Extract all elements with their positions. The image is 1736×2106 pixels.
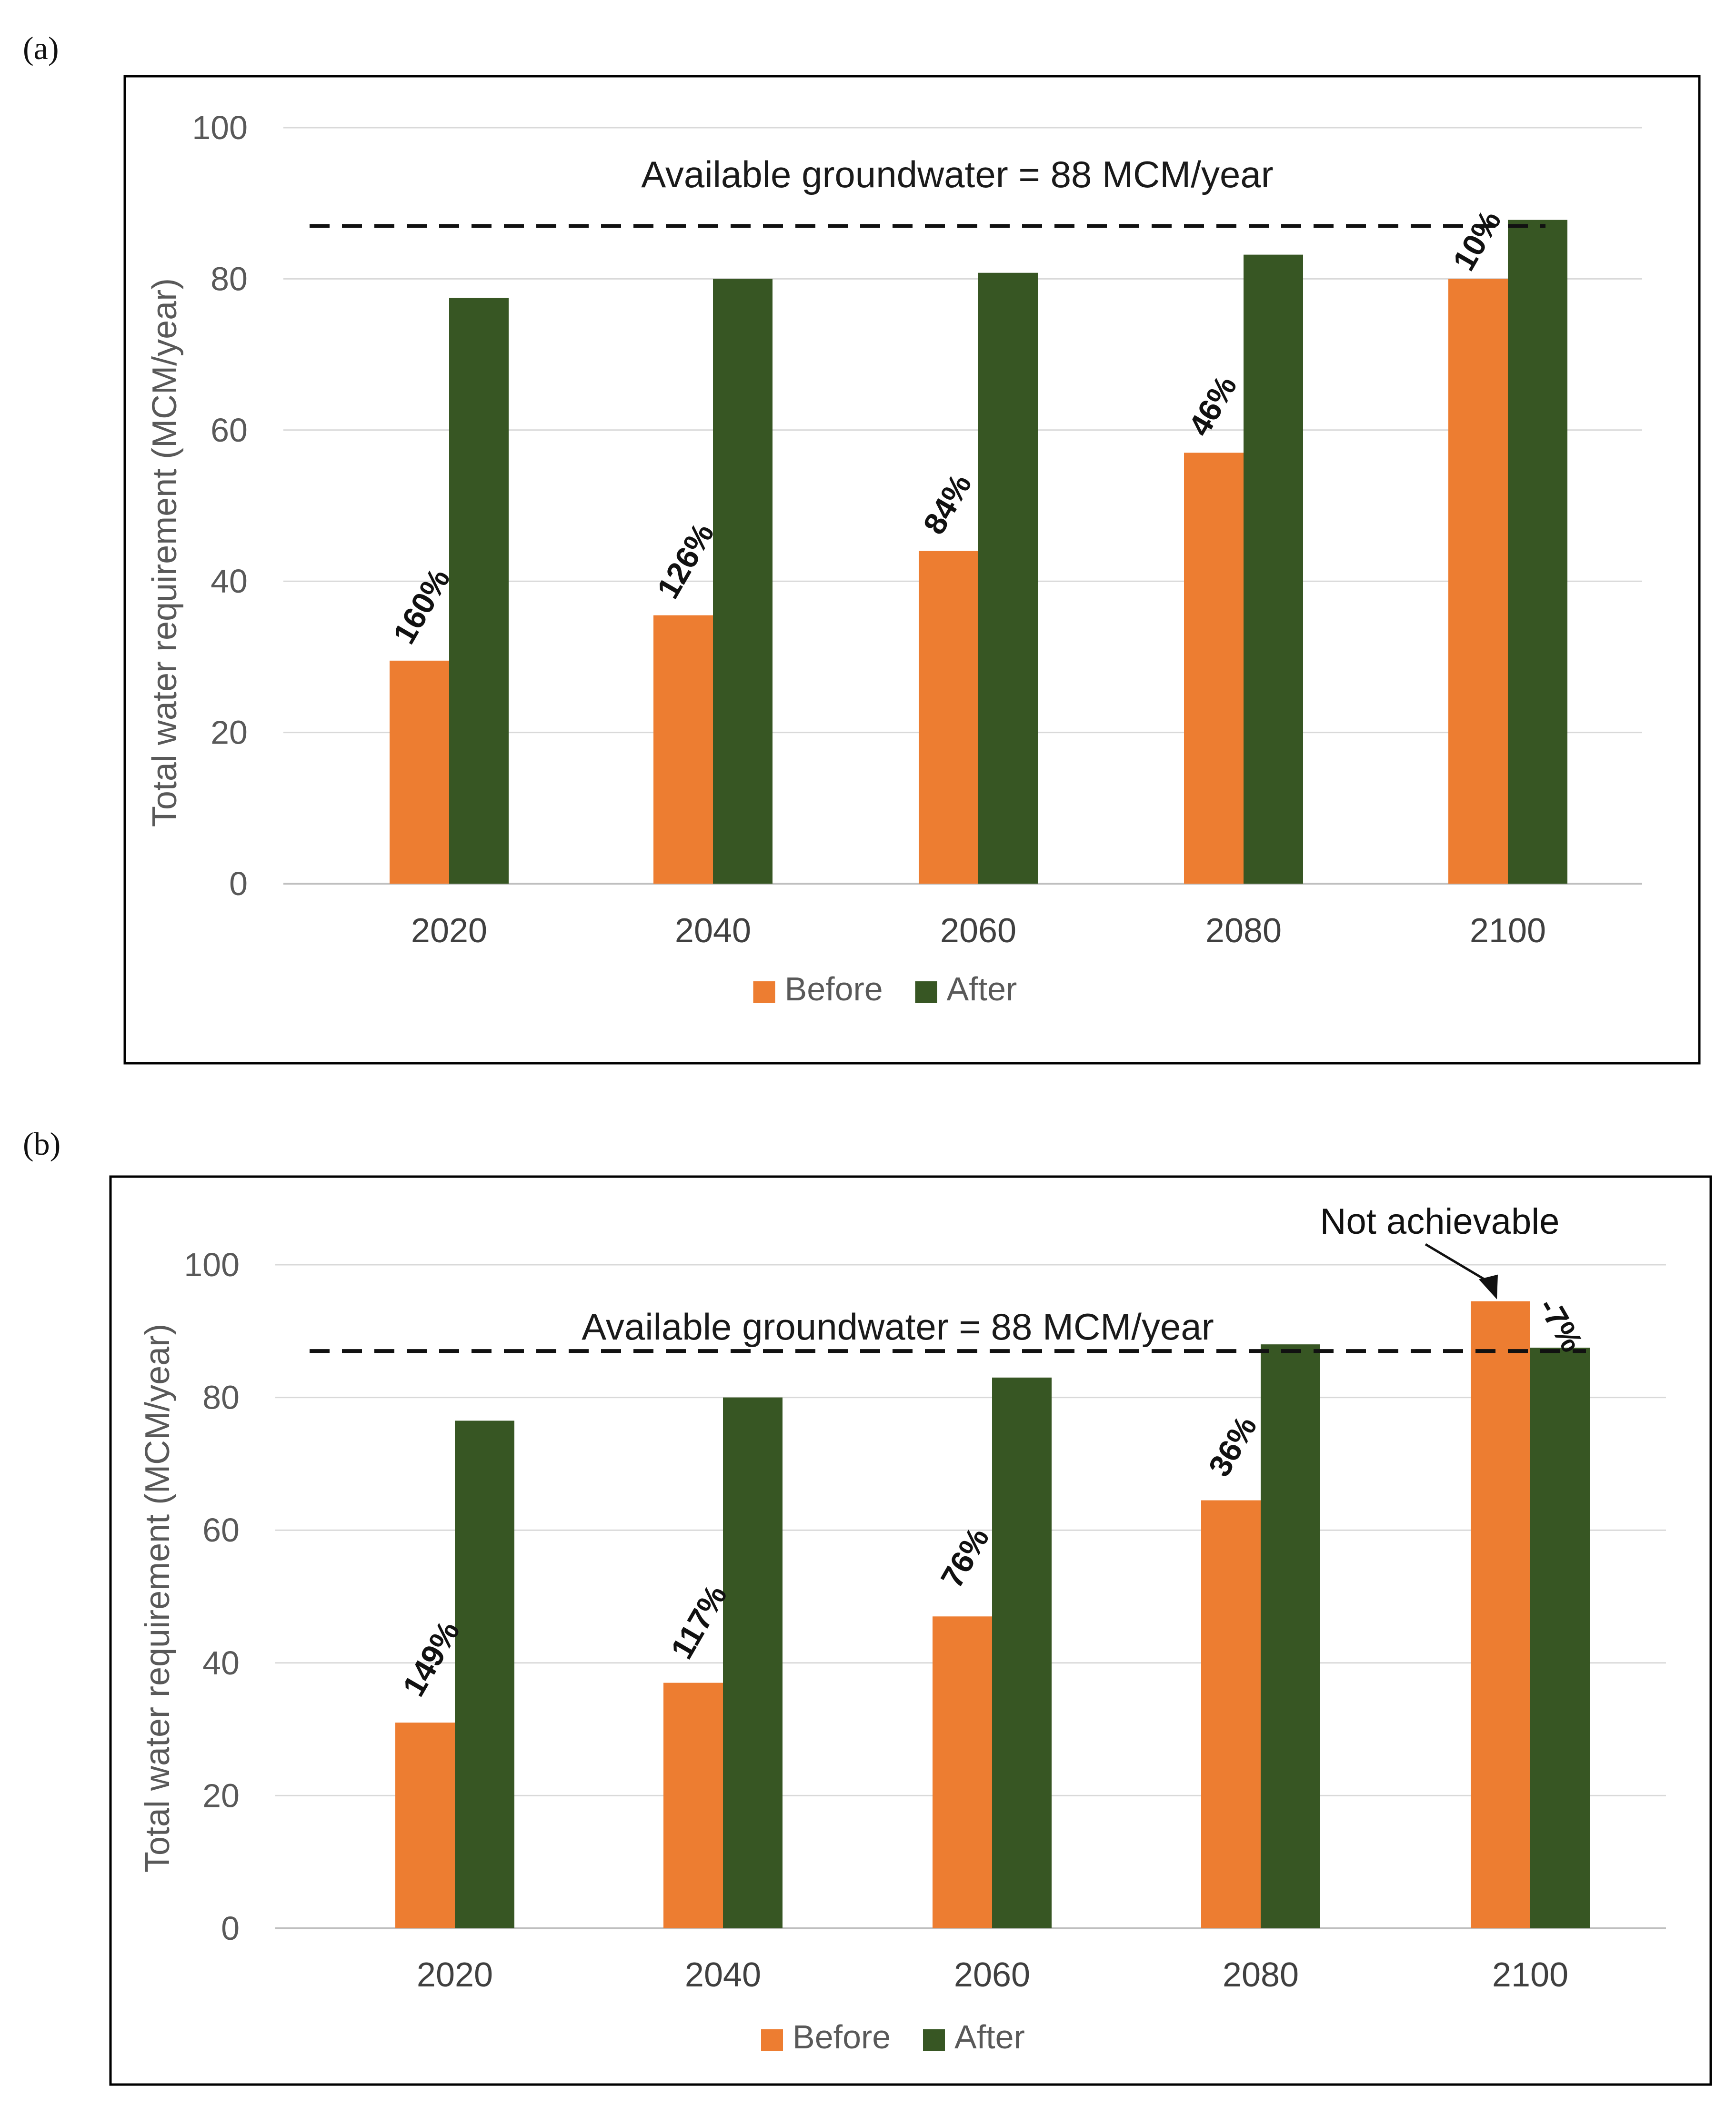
p1-legend-swatch-before [761,2029,783,2051]
p1-y-tick-label: 100 [184,1246,240,1283]
p1-available-groundwater-label: Available groundwater = 88 MCM/year [582,1306,1214,1348]
p1-x-tick-label: 2100 [1492,1956,1568,1994]
p1-legend-label-after: After [954,2018,1025,2056]
p1-bar-after-2040 [723,1397,783,1928]
p0-y-tick-label: 80 [211,260,248,297]
p0-bar-before-2100 [1448,279,1508,884]
p0-bar-before-2060 [919,551,978,884]
p1-annotation-arrow-head [1479,1274,1498,1300]
p1-y-tick-label: 0 [221,1910,240,1947]
p0-bar-after-2080 [1244,254,1303,884]
p1-x-tick-label: 2040 [685,1956,761,1994]
p0-legend-swatch-before [753,981,775,1003]
p0-y-tick-label: 0 [229,865,248,902]
p0-bar-after-2040 [713,279,773,884]
p0-bar-before-2040 [653,615,713,884]
p1-y-tick-label: 60 [202,1511,240,1549]
panel-a-label: (a) [23,30,59,66]
p0-x-tick-label: 2100 [1470,912,1546,950]
p1-not-achievable-label: Not achievable [1320,1201,1560,1242]
p0-y-tick-label: 40 [211,563,248,600]
p1-bar-after-2060 [992,1377,1052,1928]
p1-legend-label-before: Before [793,2018,891,2056]
p1-annotation-arrow-line [1425,1243,1495,1286]
p0-bar-before-2020 [390,660,449,884]
p1-x-tick-label: 2080 [1223,1956,1299,1994]
p1-x-tick-label: 2020 [417,1956,493,1994]
p1-bar-after-2020 [455,1421,514,1928]
p1-percent-label: 76% [934,1522,996,1593]
p0-bar-after-2020 [449,298,509,884]
p1-percent-label: 36% [1202,1410,1264,1482]
p1-y-tick-label: 80 [202,1379,240,1416]
p1-legend-swatch-after [923,2029,945,2051]
p0-y-axis-label: Total water requirement (MCM/year) [146,278,184,827]
p0-available-groundwater-label: Available groundwater = 88 MCM/year [641,153,1273,195]
p0-bar-before-2080 [1184,453,1244,884]
p1-y-tick-label: 40 [202,1644,240,1682]
p1-y-axis-label: Total water requirement (MCM/year) [139,1324,177,1873]
p1-y-tick-label: 20 [202,1777,240,1814]
p0-x-tick-label: 2060 [940,912,1016,950]
p0-x-tick-label: 2040 [675,912,751,950]
p0-x-tick-label: 2020 [411,912,487,950]
p0-y-tick-label: 100 [192,109,248,146]
panel-b-label: (b) [23,1126,61,1162]
p1-chart-frame [109,1175,1712,2086]
p0-x-tick-label: 2080 [1205,912,1282,950]
p0-legend-label-after: After [947,970,1017,1008]
p1-x-tick-label: 2060 [954,1956,1030,1994]
p1-bar-before-2020 [395,1723,455,1928]
p1-bar-before-2060 [933,1616,992,1928]
p0-legend-swatch-after [915,981,937,1003]
p0-legend-label-before: Before [785,970,883,1008]
p0-bar-after-2100 [1508,220,1567,884]
p1-bar-before-2040 [663,1683,723,1928]
p0-bar-after-2060 [978,272,1038,884]
p0-y-tick-label: 20 [211,714,248,751]
p1-bar-before-2100 [1471,1301,1530,1928]
p0-y-tick-label: 60 [211,412,248,449]
p0-chart-frame [123,75,1701,1065]
p1-bar-after-2080 [1261,1344,1320,1928]
p1-bar-after-2100 [1530,1348,1590,1928]
p1-bar-before-2080 [1201,1500,1261,1928]
